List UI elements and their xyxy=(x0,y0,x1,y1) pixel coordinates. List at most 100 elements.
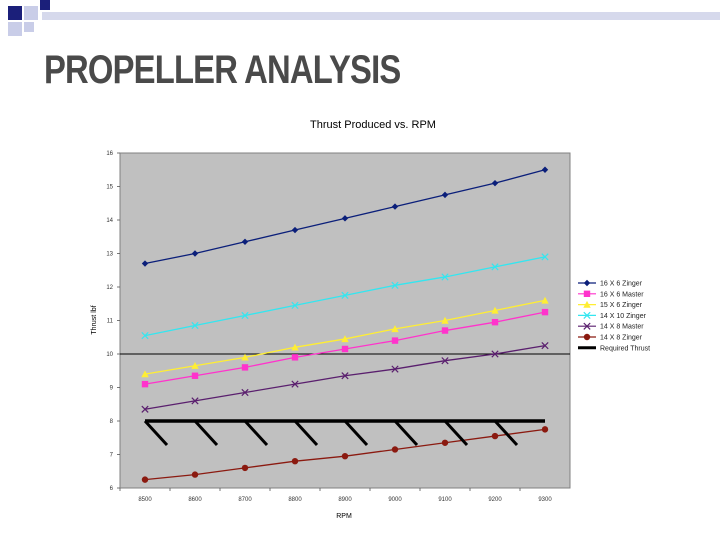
data-point xyxy=(191,471,199,478)
y-tick-label: 9 xyxy=(110,386,114,392)
y-tick-label: 7 xyxy=(110,453,114,459)
corner-square-navy-2 xyxy=(40,0,50,10)
x-tick-label: 9000 xyxy=(388,497,402,503)
data-point xyxy=(491,263,499,271)
data-point xyxy=(391,325,399,333)
legend-marker xyxy=(583,279,591,287)
data-point xyxy=(341,215,349,222)
legend-label: 14 X 8 Master xyxy=(600,324,644,331)
legend-label: 16 X 6 Zinger xyxy=(600,281,643,288)
data-point xyxy=(141,370,149,378)
data-point xyxy=(241,238,249,245)
data-point xyxy=(491,350,499,358)
series-0 xyxy=(141,166,549,267)
data-point xyxy=(141,380,149,388)
data-point xyxy=(491,306,499,314)
legend-marker xyxy=(583,333,591,341)
required-thrust-hatch xyxy=(293,419,319,447)
data-point xyxy=(391,203,399,210)
x-tick-label: 9200 xyxy=(488,497,502,503)
data-point xyxy=(291,226,299,234)
data-point xyxy=(341,452,349,460)
data-point xyxy=(291,343,299,351)
series-2 xyxy=(141,296,549,378)
x-tick-label: 8900 xyxy=(338,497,352,503)
data-point xyxy=(291,301,299,310)
data-point xyxy=(191,362,199,369)
data-point xyxy=(341,335,349,343)
required-thrust-hatch xyxy=(243,419,269,447)
x-tick-label: 8800 xyxy=(288,497,302,503)
y-tick-label: 6 xyxy=(110,486,114,492)
data-point xyxy=(391,365,399,373)
y-tick-label: 10 xyxy=(106,352,113,358)
legend-marker xyxy=(583,322,591,330)
y-tick-label: 12 xyxy=(106,285,113,291)
corner-square-light-1 xyxy=(24,6,38,20)
required-thrust-hatch xyxy=(193,419,219,447)
legend-marker xyxy=(583,300,591,308)
x-tick-label: 9300 xyxy=(538,497,552,503)
data-point xyxy=(241,388,249,397)
legend-marker xyxy=(583,311,591,320)
data-point xyxy=(241,464,249,472)
y-tick-label: 16 xyxy=(106,151,113,157)
legend-marker xyxy=(583,290,591,297)
series-4 xyxy=(141,342,549,413)
corner-square-light-3 xyxy=(24,22,34,32)
corner-square-light-2 xyxy=(8,22,22,36)
legend-label: 16 X 6 Master xyxy=(600,291,644,298)
data-point xyxy=(391,446,399,453)
data-point xyxy=(341,345,349,353)
data-point xyxy=(541,253,549,261)
series-3 xyxy=(141,253,549,340)
y-tick-label: 14 xyxy=(106,218,113,224)
slide-title: PROPELLER ANALYSIS xyxy=(44,48,401,92)
data-point xyxy=(291,380,299,388)
x-tick-label: 8500 xyxy=(138,497,152,503)
series-6 xyxy=(143,419,545,447)
data-point xyxy=(491,318,499,326)
required-thrust-hatch xyxy=(393,419,419,447)
data-point xyxy=(191,397,199,405)
y-tick-label: 8 xyxy=(110,419,114,425)
required-thrust-hatch xyxy=(443,419,469,447)
legend-label: Required Thrust xyxy=(600,345,650,352)
data-point xyxy=(541,166,549,173)
required-thrust-hatch xyxy=(493,419,519,447)
series-5 xyxy=(141,426,549,483)
legend-label: 14 X 10 Zinger xyxy=(600,313,647,320)
data-point xyxy=(541,308,549,316)
data-point xyxy=(341,372,349,380)
data-point xyxy=(241,364,249,371)
data-point xyxy=(391,337,399,344)
y-axis-label: Thrust lbf xyxy=(91,305,98,334)
required-thrust-hatch xyxy=(143,419,169,447)
data-point xyxy=(141,405,149,413)
y-tick-label: 11 xyxy=(107,319,114,325)
y-tick-label: 13 xyxy=(106,252,113,258)
data-point xyxy=(291,354,299,361)
data-point xyxy=(491,432,499,440)
data-point xyxy=(141,476,149,483)
x-tick-label: 8700 xyxy=(238,497,252,503)
data-point xyxy=(191,250,199,257)
data-point xyxy=(441,357,449,365)
x-tick-label: 8600 xyxy=(188,497,202,503)
data-point xyxy=(241,353,249,361)
data-point xyxy=(441,327,449,334)
data-point xyxy=(391,281,399,289)
data-point xyxy=(291,458,299,465)
data-point xyxy=(491,179,499,187)
data-point xyxy=(541,296,549,304)
data-point xyxy=(241,311,249,320)
x-tick-label: 9100 xyxy=(438,497,452,503)
data-point xyxy=(541,342,549,350)
chart-title: Thrust Produced vs. RPM xyxy=(310,119,436,131)
header-bar xyxy=(42,12,720,20)
data-point xyxy=(341,291,349,299)
series-1 xyxy=(141,308,549,388)
data-point xyxy=(191,321,199,330)
data-point xyxy=(541,426,549,433)
